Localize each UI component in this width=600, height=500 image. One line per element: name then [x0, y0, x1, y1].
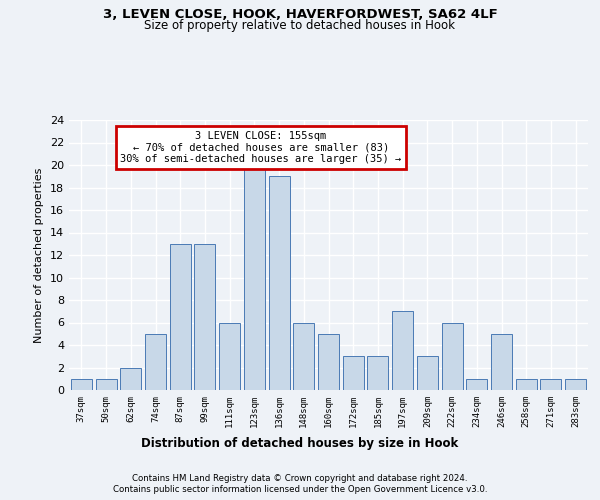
Bar — [170, 244, 191, 390]
Bar — [244, 165, 265, 390]
Text: Distribution of detached houses by size in Hook: Distribution of detached houses by size … — [142, 438, 458, 450]
Bar — [95, 379, 116, 390]
Bar — [293, 322, 314, 390]
Bar — [466, 379, 487, 390]
Bar — [120, 368, 141, 390]
Bar — [194, 244, 215, 390]
Bar — [219, 322, 240, 390]
Bar — [318, 334, 339, 390]
Bar — [541, 379, 562, 390]
Bar — [516, 379, 537, 390]
Text: Contains public sector information licensed under the Open Government Licence v3: Contains public sector information licen… — [113, 485, 487, 494]
Text: 3 LEVEN CLOSE: 155sqm
← 70% of detached houses are smaller (83)
30% of semi-deta: 3 LEVEN CLOSE: 155sqm ← 70% of detached … — [121, 131, 401, 164]
Bar — [71, 379, 92, 390]
Y-axis label: Number of detached properties: Number of detached properties — [34, 168, 44, 342]
Bar — [442, 322, 463, 390]
Bar — [491, 334, 512, 390]
Bar — [417, 356, 438, 390]
Text: Size of property relative to detached houses in Hook: Size of property relative to detached ho… — [145, 18, 455, 32]
Text: 3, LEVEN CLOSE, HOOK, HAVERFORDWEST, SA62 4LF: 3, LEVEN CLOSE, HOOK, HAVERFORDWEST, SA6… — [103, 8, 497, 20]
Text: Contains HM Land Registry data © Crown copyright and database right 2024.: Contains HM Land Registry data © Crown c… — [132, 474, 468, 483]
Bar — [367, 356, 388, 390]
Bar — [565, 379, 586, 390]
Bar — [145, 334, 166, 390]
Bar — [343, 356, 364, 390]
Bar — [269, 176, 290, 390]
Bar — [392, 311, 413, 390]
